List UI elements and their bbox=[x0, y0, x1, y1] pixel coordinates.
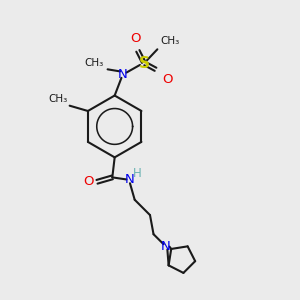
Text: N: N bbox=[161, 240, 171, 253]
Text: N: N bbox=[124, 173, 134, 186]
Text: S: S bbox=[139, 56, 150, 70]
Text: CH₃: CH₃ bbox=[84, 58, 103, 68]
Text: O: O bbox=[162, 73, 173, 86]
Text: N: N bbox=[118, 68, 128, 81]
Text: O: O bbox=[130, 32, 141, 45]
Text: H: H bbox=[133, 167, 142, 180]
Text: O: O bbox=[84, 175, 94, 188]
Text: CH₃: CH₃ bbox=[160, 36, 180, 46]
Text: CH₃: CH₃ bbox=[48, 94, 67, 104]
